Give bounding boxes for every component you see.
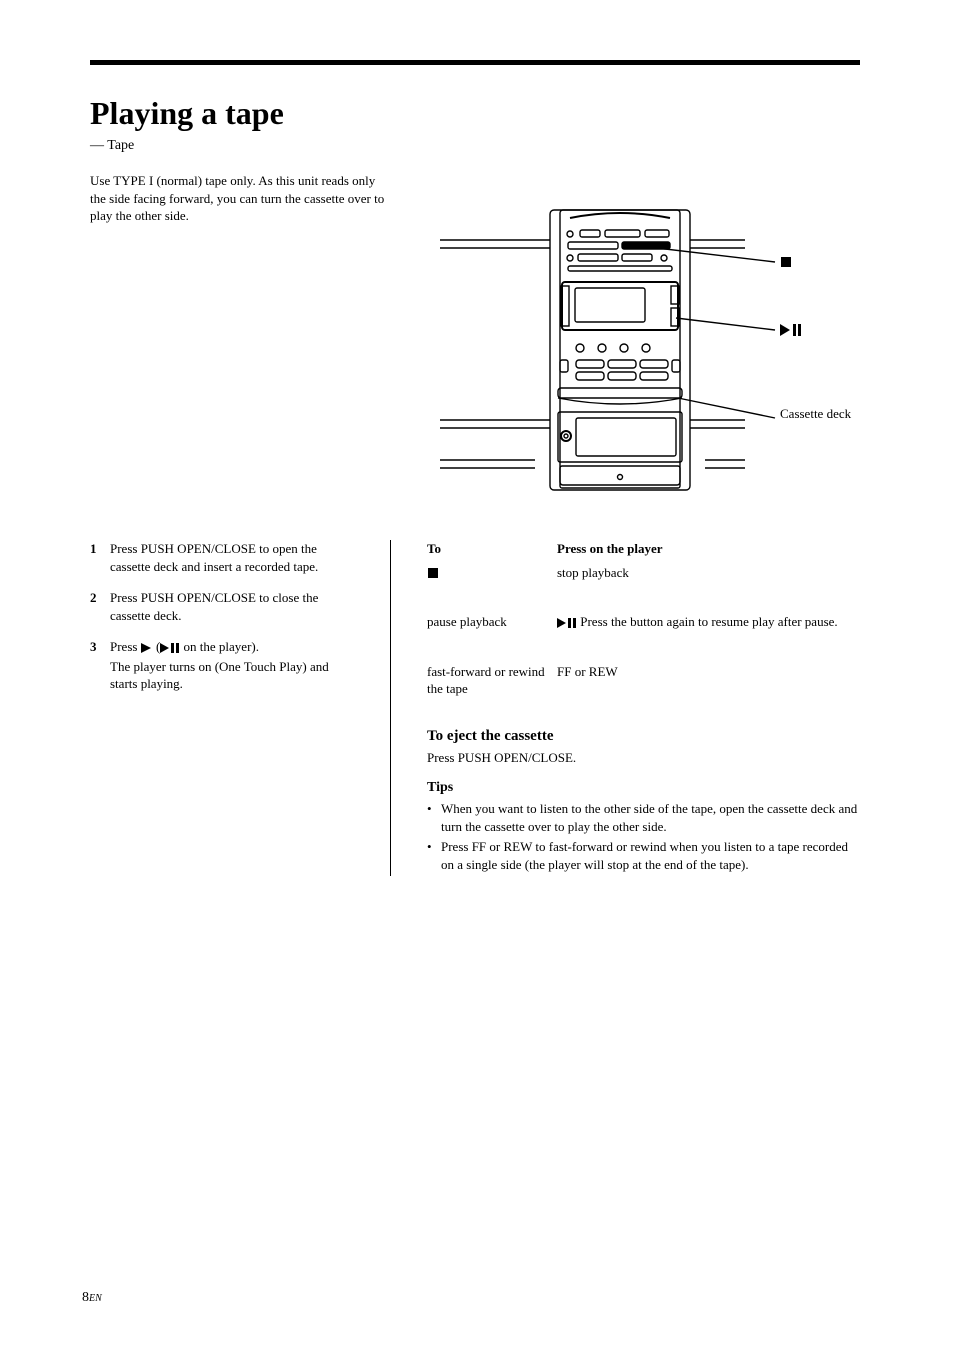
page-locale: EN xyxy=(89,1293,102,1304)
right-column: To Press on the player stop playback pau… xyxy=(390,540,860,876)
stop-icon xyxy=(427,566,439,584)
device-svg xyxy=(440,200,860,500)
step3-trail: The player turns on (One Touch Play) and… xyxy=(110,659,329,692)
eject-heading: To eject the cassette xyxy=(427,728,860,745)
page-title: Playing a tape xyxy=(90,95,860,132)
step-text: Press PUSH OPEN/CLOSE to close the casse… xyxy=(110,589,354,624)
play-pause-icon xyxy=(557,615,577,633)
callout-play-pause xyxy=(780,322,802,340)
play-icon xyxy=(141,640,153,658)
step-text: Press PUSH OPEN/CLOSE to open the casset… xyxy=(110,540,354,575)
device-illustration: Cassette deck xyxy=(440,200,860,500)
op-pause-row: pause playback Press the button again to… xyxy=(427,613,860,633)
left-column: 1 Press PUSH OPEN/CLOSE to open the cass… xyxy=(90,540,390,876)
op-stop-icon-cell xyxy=(427,564,557,584)
step-1: 1 Press PUSH OPEN/CLOSE to open the cass… xyxy=(90,540,354,575)
callout-stop xyxy=(780,254,792,272)
step-number: 3 xyxy=(90,638,110,693)
intro-paragraph: Use TYPE I (normal) tape only. As this u… xyxy=(90,172,390,225)
page-number-value: 8 xyxy=(82,1290,89,1305)
eject-text: Press PUSH OPEN/CLOSE. xyxy=(427,749,860,767)
top-rule xyxy=(90,60,860,65)
step-3: 3 Press ( on the player). The player tur… xyxy=(90,638,354,693)
op-header-right: Press on the player xyxy=(557,540,860,558)
step-2: 2 Press PUSH OPEN/CLOSE to close the cas… xyxy=(90,589,354,624)
play-pause-icon xyxy=(780,324,802,340)
operations-header: To Press on the player xyxy=(427,540,860,558)
tips-heading: Tips xyxy=(427,780,860,796)
tip-1: • When you want to listen to the other s… xyxy=(427,800,860,835)
tip-text: When you want to listen to the other sid… xyxy=(441,800,860,835)
stop-icon xyxy=(780,256,792,272)
op-ffrew-right: FF or REW xyxy=(557,663,860,698)
step-number: 1 xyxy=(90,540,110,575)
bullet-dot: • xyxy=(427,838,441,873)
op-ffrew-row: fast-forward or rewind the tape FF or RE… xyxy=(427,663,860,698)
op-pause-right: Press the button again to resume play af… xyxy=(557,613,860,633)
page-number: 8EN xyxy=(82,1290,102,1306)
op-pause-left: pause playback xyxy=(427,613,557,633)
tip-2: • Press FF or REW to fast-forward or rew… xyxy=(427,838,860,873)
callout-deck-label: Cassette deck xyxy=(780,406,860,422)
op-header-left: To xyxy=(427,540,557,558)
tip-text: Press FF or REW to fast-forward or rewin… xyxy=(441,838,860,873)
body-columns: 1 Press PUSH OPEN/CLOSE to open the cass… xyxy=(90,540,860,876)
op-ffrew-left: fast-forward or rewind the tape xyxy=(427,663,557,698)
page-content: Playing a tape — Tape Use TYPE I (normal… xyxy=(90,60,860,225)
op-stop-text: stop playback xyxy=(557,564,860,584)
play-pause-icon xyxy=(160,640,180,658)
step-number: 2 xyxy=(90,589,110,624)
op-stop-row: stop playback xyxy=(427,564,860,584)
step-text: Press ( on the player). The player turns… xyxy=(110,638,354,693)
bullet-dot: • xyxy=(427,800,441,835)
page-subtitle: — Tape xyxy=(90,138,860,154)
